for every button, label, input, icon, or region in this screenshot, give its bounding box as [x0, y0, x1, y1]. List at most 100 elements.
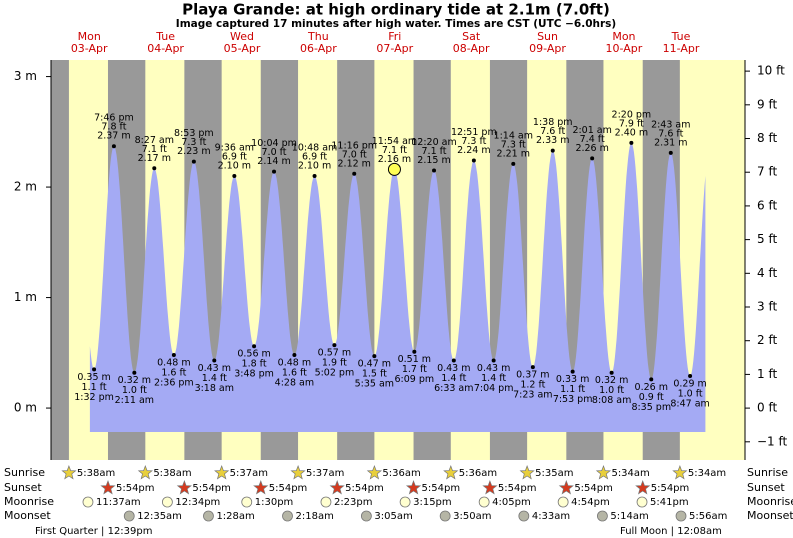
chart-title: Playa Grande: at high ordinary tide at 2…: [182, 1, 610, 19]
tide-point: [171, 353, 176, 358]
tide-label: 0.35 m: [77, 372, 110, 383]
moonrise-time: 12:34pm: [175, 497, 220, 508]
tide-point: [530, 365, 535, 370]
tide-label: 2.16 m: [378, 154, 411, 165]
tide-label: 2.10 m: [298, 161, 331, 172]
weekday-label: Wed: [230, 30, 254, 43]
date-label: 03-Apr: [71, 42, 108, 55]
tide-point: [412, 349, 417, 354]
tide-label: 0.56 m: [237, 349, 270, 360]
moonrise-time: 5:41pm: [650, 497, 689, 508]
tide-label: 6.9 ft: [222, 152, 247, 163]
tide-area: [89, 142, 706, 432]
tide-label: 0.43 m: [477, 363, 510, 374]
tide-label: 8:08 am: [592, 395, 631, 406]
tide-label: 0.47 m: [358, 359, 391, 370]
tide-label: 0.48 m: [278, 358, 311, 369]
sunrise-icon: [366, 465, 383, 480]
tide-label: 0.33 m: [556, 374, 589, 385]
tide-label: 7.3 ft: [461, 136, 486, 147]
tide-label: 7.9 ft: [619, 118, 644, 129]
sunrise-icon: [61, 465, 77, 480]
y2-tick-label: 0 ft: [757, 401, 777, 415]
y2-tick-label: 3 ft: [757, 300, 777, 314]
weekday-label: Mon: [612, 30, 635, 43]
row-label: Sunrise: [747, 466, 788, 479]
tide-point: [191, 159, 196, 164]
sunset-icon: [253, 480, 269, 495]
date-label: 08-Apr: [453, 42, 490, 55]
tide-label: 5:35 am: [355, 379, 394, 390]
moonrise-time: 4:05pm: [492, 497, 531, 508]
moonset-time: 12:35am: [137, 511, 182, 522]
sunrise-time: 5:34am: [688, 468, 726, 479]
tide-point: [372, 354, 377, 359]
y-tick-label: 0 m: [14, 401, 37, 415]
tide-label: 7.6 ft: [540, 126, 565, 137]
tide-label: 3:48 pm: [234, 369, 274, 380]
y2-tick-label: 7 ft: [757, 165, 777, 179]
sunrise-icon: [595, 465, 612, 480]
current-tide-marker: [387, 162, 401, 176]
tide-label: 7:04 pm: [474, 383, 514, 394]
tide-label: 11:54 am: [372, 136, 417, 147]
tide-label: 5:02 pm: [315, 368, 355, 379]
y2-tick-label: 10 ft: [757, 64, 785, 78]
tide-point: [511, 161, 516, 166]
sunrise-icon: [290, 465, 306, 480]
sunrise-time: 5:36am: [382, 468, 420, 479]
sunrise-time: 5:35am: [535, 468, 573, 479]
moonrise-icon: [161, 496, 173, 508]
tide-point: [570, 369, 575, 374]
y2-tick-label: −1 ft: [757, 434, 788, 448]
tide-point: [590, 156, 595, 161]
tide-point: [111, 144, 116, 149]
moonset-time: 5:14am: [610, 511, 648, 522]
row-label: Moonset: [4, 509, 51, 522]
tide-label: 2:11 am: [115, 395, 154, 406]
tide-point: [451, 358, 456, 363]
weekday-label: Fri: [388, 30, 401, 43]
tide-label: 1.1 ft: [560, 384, 585, 395]
y-tick-label: 2 m: [14, 180, 37, 194]
y2-tick-label: 4 ft: [757, 266, 777, 280]
tide-label: 0.29 m: [673, 379, 706, 390]
tide-label: 2.15 m: [417, 155, 450, 166]
sunset-time: 5:54pm: [422, 483, 461, 494]
sunset-icon: [482, 480, 498, 495]
tide-label: 1.0 ft: [599, 385, 624, 396]
y2-tick-label: 6 ft: [757, 198, 777, 212]
tide-label: 7.0 ft: [262, 147, 287, 158]
tide-label: 1.4 ft: [202, 373, 227, 384]
tide-label: 2.40 m: [615, 127, 648, 138]
moonset-time: 2:18am: [295, 511, 333, 522]
tide-label: 3:18 am: [195, 383, 234, 394]
tide-label: 1.4 ft: [481, 373, 506, 384]
weekday-label: Thu: [307, 30, 329, 43]
date-label: 04-Apr: [147, 42, 184, 55]
tide-label: 0.32 m: [118, 375, 151, 386]
tide-label: 1:32 pm: [74, 392, 114, 403]
tide-label: 2:01 am: [572, 125, 611, 136]
moonrise-time: 1:30pm: [255, 497, 294, 508]
tide-label: 12:20 am: [411, 137, 456, 148]
tide-label: 2.24 m: [457, 145, 490, 156]
moonset-icon: [282, 510, 293, 522]
tide-label: 2.12 m: [338, 158, 371, 169]
tide-point: [471, 158, 476, 163]
tide-label: 2:36 pm: [154, 378, 194, 389]
tide-label: 0.43 m: [198, 363, 231, 374]
tide-label: 0.26 m: [635, 382, 668, 393]
sunrise-icon: [672, 465, 688, 480]
tide-point: [332, 343, 337, 348]
sunrise-time: 5:37am: [230, 468, 268, 479]
tide-label: 1:14 am: [494, 130, 533, 141]
sunset-icon: [176, 480, 192, 495]
tide-label: 2.14 m: [257, 156, 290, 167]
tide-label: 2:43 am: [651, 119, 690, 130]
tide-label: 8:47 am: [670, 399, 709, 410]
tide-label: 6:09 pm: [395, 374, 435, 385]
sunrise-icon: [137, 465, 153, 480]
tide-label: 7:23 am: [513, 390, 552, 401]
moonset-time: 1:28am: [216, 511, 254, 522]
